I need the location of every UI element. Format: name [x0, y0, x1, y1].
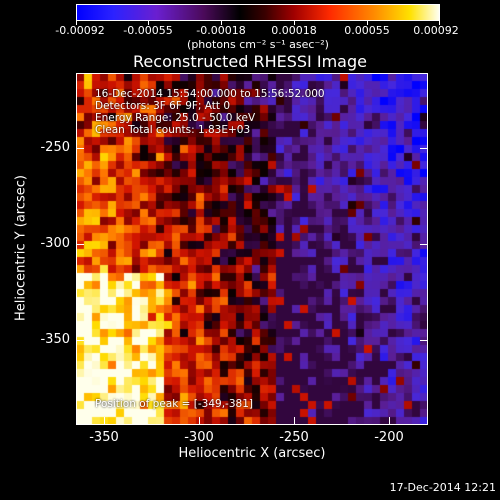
- y-tick: [420, 148, 428, 149]
- y-tick: [420, 244, 428, 245]
- colorbar-tick: [221, 21, 222, 25]
- y-tick-label: -250: [40, 140, 70, 155]
- colorbar-tick: [76, 21, 77, 25]
- colorbar-tick: [294, 21, 295, 25]
- colorbar-label: 0.00092: [413, 24, 459, 37]
- info-peak-position: Position of peak = [-349,-381]: [95, 398, 253, 410]
- y-tick: [76, 244, 84, 245]
- y-tick: [76, 148, 84, 149]
- colorbar-tick: [439, 21, 440, 25]
- info-detectors: Detectors: 3F 6F 9F; Att 0: [95, 100, 231, 112]
- x-tick-label: -300: [184, 430, 214, 445]
- info-energy-range: Energy Range: 25.0 - 50.0 keV: [95, 112, 256, 124]
- colorbar-label: -0.00018: [196, 24, 246, 37]
- plot-timestamp: 17-Dec-2014 12:21: [389, 481, 496, 494]
- y-axis-label: Heliocentric Y (arcsec): [13, 175, 29, 321]
- colorbar-tick: [367, 21, 368, 25]
- colorbar-label: -0.00055: [123, 24, 173, 37]
- colorbar-units: (photons cm⁻² s⁻¹ asec⁻²): [187, 38, 329, 51]
- info-clean: Clean Total counts: 1.83E+03: [95, 124, 251, 136]
- info-time-range: 16-Dec-2014 15:54:00.000 to 15:56:52.000: [95, 88, 325, 100]
- x-tick-label: -250: [279, 430, 309, 445]
- colorbar-label: 0.00055: [344, 24, 390, 37]
- image-title: Reconstructed RHESSI Image: [133, 52, 367, 71]
- x-axis-label: Heliocentric X (arcsec): [178, 446, 326, 461]
- x-tick: [294, 417, 295, 425]
- y-tick-label: -300: [40, 236, 70, 251]
- colorbar-label: -0.00092: [55, 24, 105, 37]
- x-tick: [199, 417, 200, 425]
- y-tick-label: -350: [40, 332, 70, 347]
- x-tick: [104, 417, 105, 425]
- image-plot: [76, 73, 428, 425]
- x-tick-label: -350: [89, 430, 119, 445]
- y-tick: [420, 340, 428, 341]
- x-tick-label: -200: [374, 430, 404, 445]
- colorbar-label: 0.00018: [271, 24, 317, 37]
- xray-image: [76, 73, 428, 425]
- colorbar: [76, 4, 440, 21]
- y-tick: [76, 340, 84, 341]
- x-tick: [389, 417, 390, 425]
- colorbar-tick: [148, 21, 149, 25]
